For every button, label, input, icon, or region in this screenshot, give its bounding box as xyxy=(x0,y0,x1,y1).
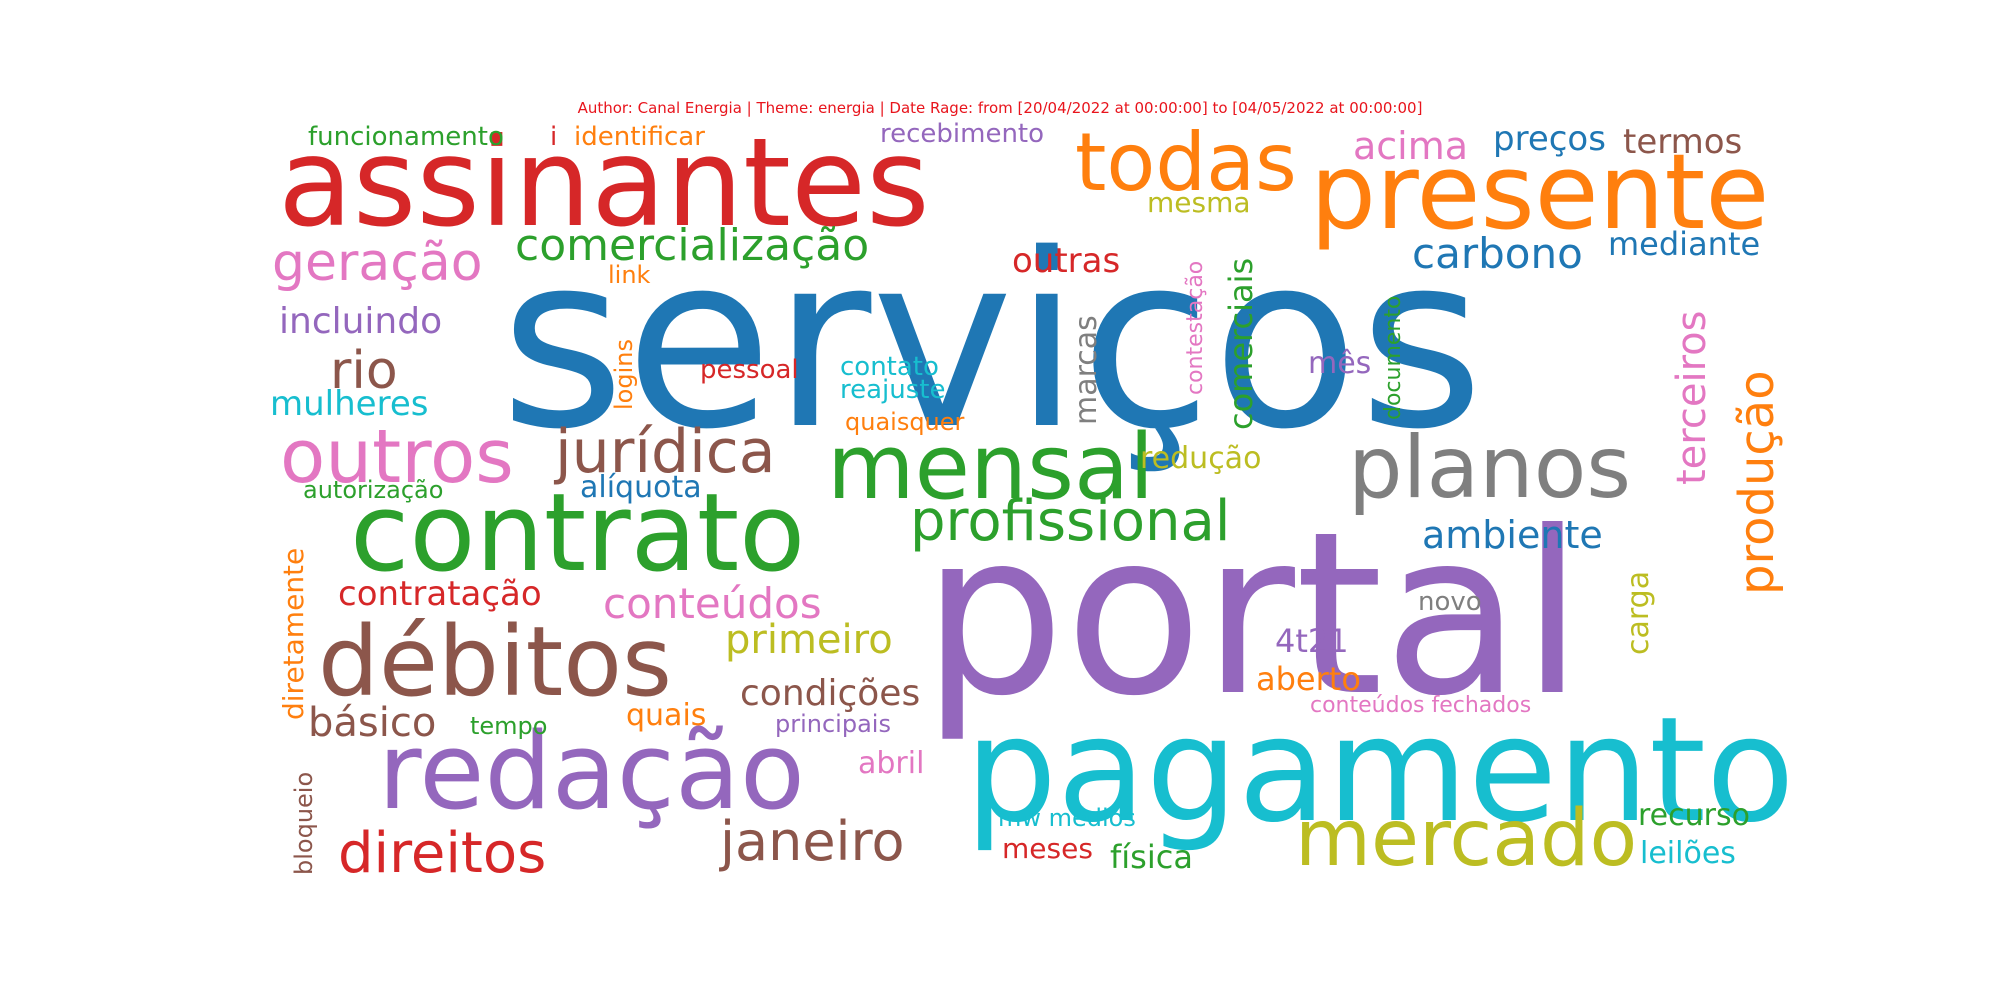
cloud-word: leilões xyxy=(1640,836,1736,871)
cloud-word: reajuste xyxy=(840,375,946,405)
cloud-word: outras xyxy=(1012,241,1120,281)
cloud-word: física xyxy=(1110,838,1193,876)
cloud-word: contratação xyxy=(338,574,542,614)
cloud-word: janeiro xyxy=(719,810,905,873)
cloud-word: condições xyxy=(740,673,920,714)
cloud-word: profissional xyxy=(910,489,1230,554)
cloud-word: comerciais xyxy=(1222,258,1260,430)
cloud-word: outros xyxy=(280,414,514,500)
cloud-word: portal xyxy=(922,484,1584,746)
cloud-word: mediante xyxy=(1608,225,1760,263)
cloud-word: preços xyxy=(1493,119,1606,159)
cloud-word: aberto xyxy=(1256,660,1361,698)
cloud-word: pagamento xyxy=(965,686,1795,855)
cloud-word: carbono xyxy=(1412,229,1583,278)
cloud-word: recebimento xyxy=(880,119,1044,149)
cloud-word: planos xyxy=(1348,418,1631,518)
cloud-word: redução xyxy=(1140,441,1261,476)
cloud-word: termos xyxy=(1623,122,1742,162)
cloud-word: pessoal xyxy=(700,355,799,385)
cloud-word: serviços xyxy=(500,202,1484,482)
cloud-word: i xyxy=(550,122,557,152)
cloud-word: comercialização xyxy=(515,220,869,271)
cloud-word: marcas xyxy=(1069,315,1104,425)
cloud-word: meses xyxy=(1002,832,1093,865)
cloud-word: mercado xyxy=(1295,794,1637,884)
cloud-word: abril xyxy=(858,746,924,781)
cloud-word: básico xyxy=(308,700,436,746)
cloud-word: carga xyxy=(1621,571,1656,655)
cloud-word: direitos xyxy=(338,821,546,886)
cloud-word: contestação xyxy=(1183,261,1208,395)
cloud-word: link xyxy=(608,261,651,289)
cloud-word: recurso xyxy=(1638,798,1750,833)
cloud-word: produção xyxy=(1729,370,1785,595)
cloud-word: quais xyxy=(626,698,706,733)
cloud-word: diretamente xyxy=(277,548,310,720)
cloud-word: identificar xyxy=(574,122,705,152)
cloud-word: presente xyxy=(1310,131,1769,253)
cloud-word: conteúdos xyxy=(603,579,822,628)
cloud-word: contato xyxy=(840,352,939,382)
cloud-word: acima xyxy=(1353,124,1468,168)
cloud-word: débitos xyxy=(318,606,672,718)
cloud-word: logins xyxy=(610,339,638,410)
cloud-word: tempo xyxy=(470,712,547,740)
cloud-word: ambiente xyxy=(1422,513,1603,557)
cloud-word: autorização xyxy=(303,476,443,504)
cloud-word: mw médios xyxy=(998,804,1136,832)
cloud-word: terceiros xyxy=(1669,311,1715,485)
cloud-word: redação xyxy=(378,710,805,833)
cloud-word: funcionamento xyxy=(308,122,504,152)
word-cloud-caption: Author: Canal Energia | Theme: energia |… xyxy=(577,99,1423,117)
cloud-word: mensal xyxy=(827,415,1154,520)
cloud-word: mulheres xyxy=(270,384,428,424)
cloud-word: primeiro xyxy=(725,617,893,663)
cloud-word: todas xyxy=(1075,116,1297,209)
cloud-word: jurídica xyxy=(553,417,776,487)
cloud-word: assinantes xyxy=(278,112,930,254)
cloud-word: conteúdos fechados xyxy=(1310,693,1531,718)
cloud-word: novo xyxy=(1418,587,1482,617)
cloud-word: documento xyxy=(1381,296,1406,420)
cloud-word: contrato xyxy=(350,471,805,596)
cloud-word: bloqueio xyxy=(290,772,318,875)
cloud-word: geração xyxy=(272,233,483,293)
cloud-word: principais xyxy=(775,710,891,738)
cloud-word: quaisquer xyxy=(845,408,965,436)
cloud-word: alíquota xyxy=(580,470,702,505)
cloud-word: mesma xyxy=(1147,186,1251,219)
cloud-word: mês xyxy=(1308,346,1371,381)
cloud-word: rio xyxy=(330,341,398,401)
cloud-word: incluindo xyxy=(279,301,442,342)
cloud-word: 4t21 xyxy=(1275,622,1349,660)
